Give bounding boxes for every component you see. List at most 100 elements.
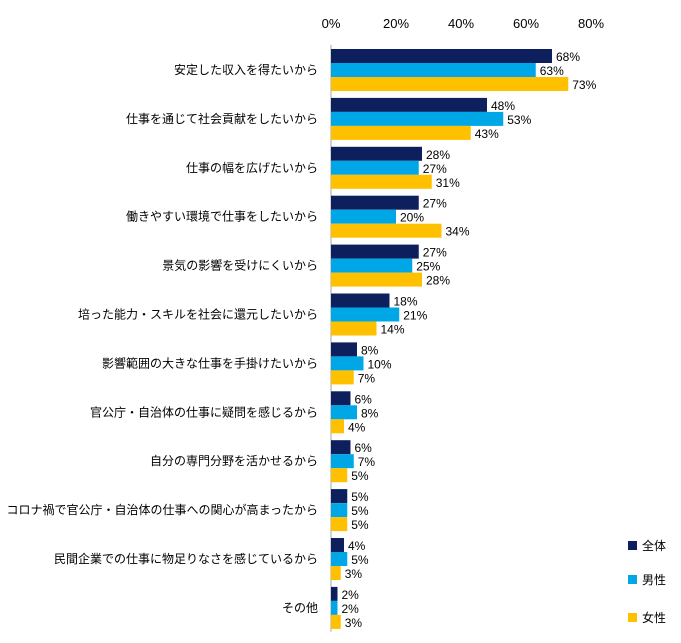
bar [331,321,377,336]
value-label: 21% [403,309,427,323]
legend-swatch [628,613,637,622]
bar [331,370,354,385]
value-label: 3% [345,616,363,630]
x-axis-ticks: 0% 20% 40% 60% 80% [322,16,605,31]
category-label: コロナ禍で官公庁・自治体の仕事への関心が高まったから [6,502,318,517]
category-label: 景気の影響を受けにくいから [162,258,318,273]
value-label: 5% [351,490,369,504]
bar [331,195,419,210]
value-label: 18% [394,295,418,309]
bar [331,356,364,371]
value-label: 34% [446,225,470,239]
value-label: 5% [351,469,369,483]
bar [331,454,354,469]
bar [331,63,536,77]
value-label: 5% [351,504,369,518]
bar [331,440,351,455]
bar [331,468,348,483]
value-label: 31% [436,176,460,190]
value-label: 6% [355,392,373,406]
bar [331,600,338,615]
category-label: 民間企業での仕事に物足りなさを感じているから [54,551,318,566]
category-label: 培った能力・スキルを社会に還元したいから [78,307,318,322]
bar [331,272,422,287]
value-label: 27% [423,197,447,211]
bar [331,517,348,532]
bar [331,223,442,238]
legend-label: 男性 [642,573,666,587]
value-label: 5% [351,553,369,567]
category-label: 仕事の幅を広げたいから [186,160,318,175]
value-label: 5% [351,518,369,532]
bar [331,146,422,161]
bar [331,538,344,552]
bar [331,111,504,126]
legend-label: 女性 [642,610,666,625]
value-label: 53% [507,113,531,127]
value-label: 27% [423,162,447,176]
value-label: 6% [355,441,373,455]
bar [331,419,344,434]
value-label: 7% [358,371,376,385]
value-label: 4% [348,420,366,434]
bar [331,614,341,629]
value-label: 73% [572,78,596,92]
bar [331,566,341,580]
bar [331,342,357,357]
legend-swatch [628,575,637,584]
value-label: 2% [342,602,360,616]
category-label: 影響範囲の大きな仕事を手掛けたいから [102,355,318,370]
bar [331,405,357,420]
value-label: 48% [491,99,515,113]
value-label: 7% [358,455,376,469]
x-tick-label: 40% [448,16,474,31]
bar [331,503,348,518]
value-label: 8% [361,406,379,420]
bar [331,209,396,224]
x-tick-label: 80% [578,16,604,31]
bar [331,49,552,63]
value-label: 25% [416,260,440,274]
value-label: 27% [423,246,447,260]
value-label: 10% [368,357,392,371]
x-tick-label: 60% [513,16,539,31]
bar [331,160,419,175]
value-label: 20% [400,211,424,225]
legend-label: 全体 [642,538,666,553]
category-label: 自分の専門分野を活かせるから [150,454,318,468]
bar [331,258,413,273]
value-label: 43% [475,127,499,141]
bars [331,49,569,629]
bar [331,552,348,566]
x-tick-label: 0% [322,16,341,31]
legend-swatch [628,541,637,550]
bar [331,586,338,601]
value-label: 68% [556,50,580,64]
value-label: 8% [361,343,379,357]
bar [331,97,487,112]
category-labels: 安定した収入を得たいから仕事を通じて社会貢献をしたいから仕事の幅を広げたいから働… [6,62,318,615]
value-label: 28% [426,148,450,162]
bar [331,489,348,504]
value-label: 2% [342,588,360,602]
value-label: 4% [348,539,366,553]
bar [331,77,569,91]
category-label: その他 [282,601,318,615]
value-labels: 68%63%73%48%53%43%28%27%31%27%20%34%27%2… [342,50,597,630]
bar [331,244,419,259]
category-label: 仕事を通じて社会貢献をしたいから [126,111,318,126]
bar [331,293,390,308]
category-label: 働きやすい環境で仕事をしたいから [126,209,318,224]
x-tick-label: 20% [383,16,409,31]
value-label: 28% [426,274,450,288]
value-label: 14% [381,323,405,337]
bar [331,125,471,140]
bar [331,174,432,189]
bar [331,307,400,322]
bar [331,391,351,406]
value-label: 3% [345,567,363,581]
category-label: 安定した収入を得たいから [174,62,318,77]
value-label: 63% [540,64,564,78]
